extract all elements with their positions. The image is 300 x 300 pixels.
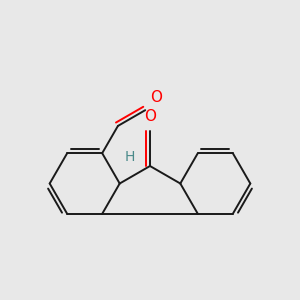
Text: O: O	[144, 109, 156, 124]
Text: H: H	[125, 150, 135, 164]
Text: O: O	[150, 90, 162, 105]
